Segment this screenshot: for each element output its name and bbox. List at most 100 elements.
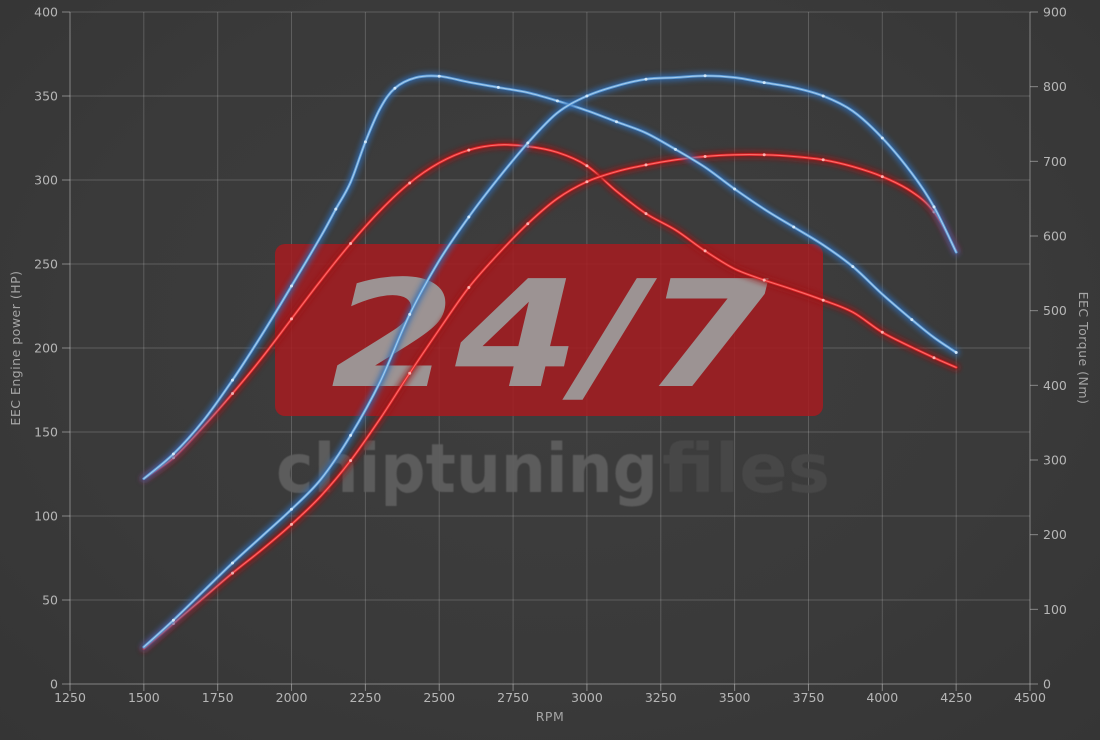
curve-point-marker (585, 164, 589, 168)
y-left-tick-label: 100 (34, 509, 58, 524)
curve-point-marker (290, 284, 293, 288)
x-tick-label: 2000 (276, 690, 308, 705)
curve-point-marker (932, 356, 936, 360)
curve-point-marker (585, 180, 589, 184)
curve-point-marker (467, 215, 471, 219)
curve-point-marker (615, 120, 618, 124)
curve-point-marker (334, 207, 338, 211)
x-tick-label: 2750 (497, 690, 529, 705)
y-left-tick-label: 0 (50, 677, 58, 692)
curve-point-marker (526, 222, 530, 226)
curve-point-marker (363, 140, 367, 144)
curve-tuned-power (140, 72, 960, 651)
x-tick-label: 4250 (940, 690, 972, 705)
curve-point-marker (932, 205, 936, 209)
curve-point-marker (290, 507, 293, 511)
dyno-curves (140, 72, 960, 653)
x-tick-label: 1250 (54, 690, 86, 705)
curve-point-marker (231, 378, 234, 382)
curve-point-marker (954, 351, 958, 354)
curve-highlight (143, 144, 957, 480)
curve-point-marker (644, 77, 648, 81)
curve-point-marker (644, 163, 648, 167)
curve-point-marker (733, 187, 737, 191)
x-tick-label: 4500 (1014, 690, 1046, 705)
curve-point-marker (851, 265, 855, 269)
watermark: 24/7 chiptuning files (275, 244, 830, 509)
y-right-tick-label: 900 (1043, 5, 1067, 20)
y-left-tick-label: 250 (34, 257, 58, 272)
curve-point-marker (408, 371, 412, 375)
x-tick-label: 2500 (423, 690, 455, 705)
curve-point-marker (762, 81, 766, 85)
curve-point-marker (467, 148, 471, 152)
y-right-tick-label: 400 (1043, 378, 1067, 393)
y-left-tick-label: 200 (34, 341, 58, 356)
x-tick-label: 2250 (349, 690, 381, 705)
y-right-tick-label: 500 (1043, 303, 1067, 318)
y-right-tick-label: 700 (1043, 154, 1067, 169)
curve-point-marker (349, 459, 353, 463)
curve-point-marker (674, 147, 677, 151)
watermark-brand-light: files (662, 430, 830, 509)
curve-point-marker (585, 94, 589, 98)
curve-point-marker (821, 94, 825, 98)
curve-point-marker (408, 312, 412, 316)
curve-point-marker (880, 136, 884, 140)
x-tick-label: 3000 (571, 690, 603, 705)
x-tick-label: 3750 (793, 690, 825, 705)
curve-point-marker (349, 242, 353, 245)
curve-point-marker (703, 155, 707, 158)
y-left-tick-label: 400 (34, 5, 58, 20)
curve-point-marker (880, 330, 884, 334)
y-left-tick-label: 350 (34, 89, 58, 104)
x-tick-label: 1500 (128, 690, 160, 705)
curve-point-marker (703, 249, 707, 253)
curve-point-marker (910, 318, 914, 322)
curve-stock-torque (140, 141, 960, 483)
x-axis-title: RPM (536, 709, 565, 724)
y-left-tick-label: 300 (34, 173, 58, 188)
curve-point-marker (762, 153, 766, 157)
y-right-tick-label: 100 (1043, 602, 1067, 617)
curve-point-marker (290, 317, 293, 321)
curve-point-marker (290, 522, 293, 526)
curve-point-marker (171, 452, 175, 456)
curve-point-marker (171, 618, 175, 622)
x-tick-label: 3250 (645, 690, 677, 705)
y-right-tick-label: 0 (1043, 677, 1051, 692)
curve-point-marker (555, 99, 559, 103)
curve-point-marker (231, 571, 234, 575)
x-tick-label: 1750 (202, 690, 234, 705)
curve-highlight (143, 154, 957, 650)
axis-ticks (62, 11, 1038, 691)
curve-point-marker (703, 74, 707, 78)
axis-tick-labels: 1250 1500 1750 2000 2250 2500 2750 3000 3250 3500… (34, 5, 1067, 706)
x-tick-label: 4000 (866, 690, 898, 705)
curve-highlight (143, 75, 957, 480)
y-left-tick-label: 50 (42, 593, 58, 608)
curve-point-marker (526, 141, 530, 145)
watermark-brand-bold: chiptuning (276, 430, 658, 509)
y-left-axis-title: EEC Engine power (HP) (8, 270, 23, 425)
curve-point-marker (408, 181, 412, 185)
curve-point-marker (762, 278, 766, 282)
curve-point-marker (496, 85, 500, 89)
curve-point-marker (644, 212, 648, 216)
curve-highlight (143, 75, 957, 648)
y-right-tick-label: 800 (1043, 79, 1067, 94)
curve-point-marker (792, 225, 796, 229)
curve-point-marker (393, 86, 397, 90)
curve-point-marker (821, 158, 825, 162)
curve-point-marker (231, 392, 234, 395)
y-right-tick-label: 300 (1043, 453, 1067, 468)
curve-point-marker (437, 74, 441, 78)
curve-point-marker (467, 286, 471, 289)
curve-tuned-torque (140, 72, 960, 483)
curve-point-marker (821, 298, 825, 302)
y-right-tick-label: 600 (1043, 229, 1067, 244)
y-left-tick-label: 150 (34, 425, 58, 440)
curve-point-marker (231, 561, 234, 565)
